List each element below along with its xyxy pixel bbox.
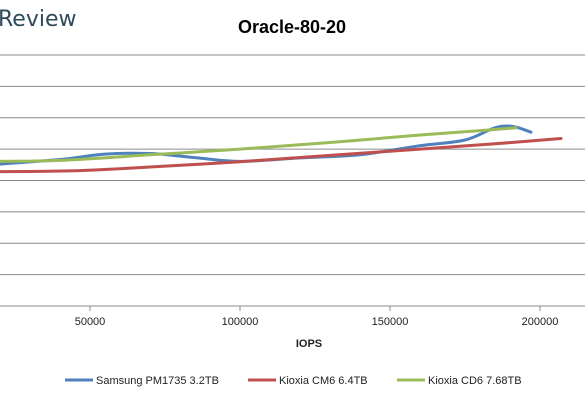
series-line-2 [0, 137, 563, 174]
series-lines [0, 124, 563, 174]
brand-logo: Review [0, 7, 77, 32]
x-tick-label: 200000 [522, 316, 559, 328]
legend-label: Samsung PM1735 3.2TB [96, 375, 219, 387]
chart-title: Oracle-80-20 [238, 17, 346, 37]
x-tick-label: 150000 [372, 316, 409, 328]
x-tick-label: 100000 [222, 316, 259, 328]
legend: Samsung PM1735 3.2TB Kioxia CM6 6.4TB Kiox… [65, 375, 522, 387]
legend-label: Kioxia CM6 6.4TB [279, 375, 368, 387]
x-axis-ticks: 50000 100000 150000 200000 [75, 306, 559, 328]
legend-label: Kioxia CD6 7.68TB [428, 375, 522, 387]
gridlines [0, 54, 585, 307]
series-line-3 [0, 126, 518, 163]
x-axis-label: IOPS [296, 338, 322, 350]
x-tick-label: 50000 [75, 316, 106, 328]
